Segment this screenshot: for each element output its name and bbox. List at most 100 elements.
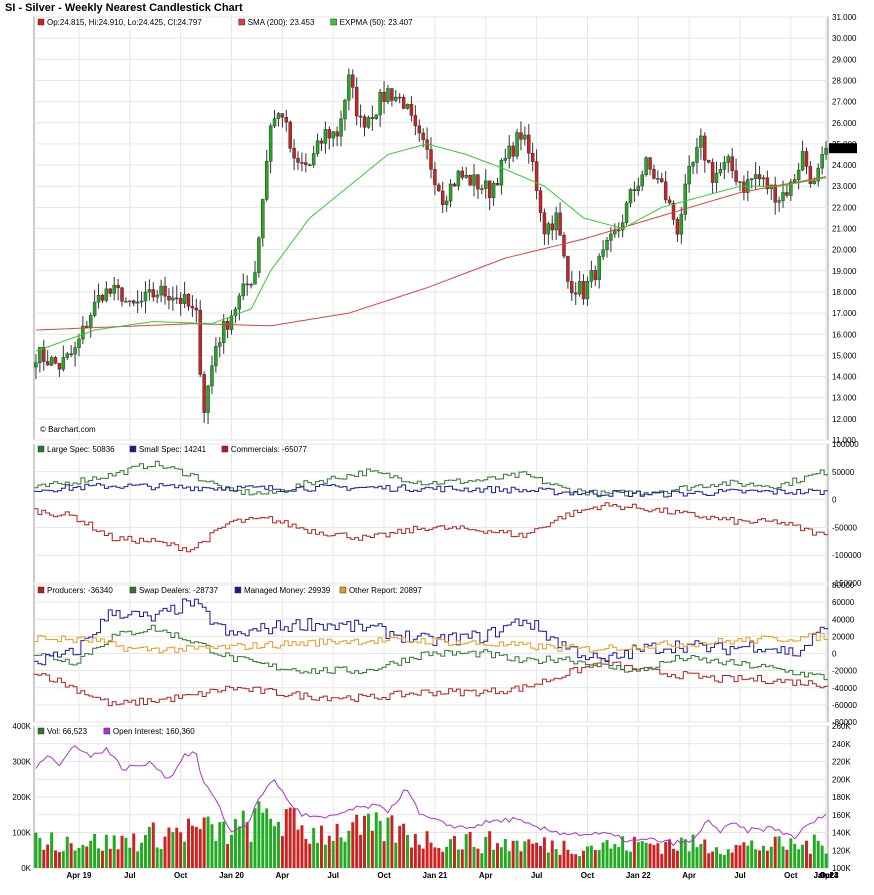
candle-body xyxy=(214,346,218,367)
volume-bar xyxy=(730,852,734,868)
candle-body xyxy=(178,297,183,304)
cot2-series-line xyxy=(34,624,828,681)
legend-entry: Other Report: 20897 xyxy=(349,586,422,595)
candle-body xyxy=(225,320,230,330)
volume-bar xyxy=(546,852,550,868)
candle-body xyxy=(382,91,386,102)
candle-body xyxy=(527,134,531,154)
volume-bar xyxy=(656,843,660,868)
volume-bar xyxy=(499,847,503,868)
volume-bar xyxy=(187,818,190,868)
candle-body xyxy=(812,180,817,184)
volume-bar xyxy=(386,817,390,868)
legend-swatch xyxy=(37,18,45,26)
volume-bar xyxy=(108,848,112,868)
candle-body xyxy=(706,159,711,163)
volume-bar xyxy=(769,846,773,868)
volume-bar xyxy=(566,849,570,868)
volume-bar xyxy=(57,851,61,868)
volume-bar xyxy=(175,827,179,868)
volume-bar xyxy=(679,837,683,868)
volume-bar xyxy=(722,854,726,868)
volume-bar xyxy=(61,851,65,868)
volume-bar xyxy=(38,837,42,868)
candle-body xyxy=(292,147,296,159)
candle-body xyxy=(628,189,633,204)
volume-bar xyxy=(472,846,476,868)
candle-body xyxy=(108,288,113,294)
watermark: © Barchart.com xyxy=(40,425,96,434)
price-y-tick: 13.000 xyxy=(832,394,857,403)
candle-body xyxy=(339,118,343,137)
candle-body xyxy=(124,300,128,303)
candle-body xyxy=(155,294,159,298)
candle-body xyxy=(272,118,277,127)
legend-swatch xyxy=(37,445,45,453)
volume-bar xyxy=(179,832,183,868)
candle-body xyxy=(460,170,465,178)
volume-bar xyxy=(214,840,218,868)
cot1-y-tick: -100000 xyxy=(832,551,862,560)
volume-bar xyxy=(632,836,636,868)
price-y-tick: 30.000 xyxy=(832,34,857,43)
volume-bar xyxy=(183,841,187,868)
candle-body xyxy=(296,157,300,163)
volume-bar xyxy=(85,846,89,868)
candle-body xyxy=(77,338,81,348)
volume-bar xyxy=(726,849,730,868)
volume-bar xyxy=(613,844,617,868)
candle-body xyxy=(722,162,727,170)
volume-bar xyxy=(808,853,812,868)
candle-body xyxy=(308,164,312,166)
volume-bar xyxy=(280,836,284,868)
x-tick-label: Jul xyxy=(531,871,543,880)
volume-bar xyxy=(402,823,406,868)
volume-bar xyxy=(296,829,300,868)
volume-bar xyxy=(300,825,304,868)
volume-bar xyxy=(359,834,363,868)
volume-bar xyxy=(441,851,445,868)
candle-body xyxy=(749,178,754,180)
candle-body xyxy=(362,116,367,128)
candle-body xyxy=(617,229,621,232)
candle-body xyxy=(515,132,519,157)
candle-body xyxy=(311,153,316,166)
candle-body xyxy=(61,357,66,370)
volume-bar xyxy=(515,840,519,868)
candle-body xyxy=(530,152,535,162)
volume-bar xyxy=(777,836,781,868)
candle-body xyxy=(190,306,195,309)
candle-body xyxy=(601,249,605,257)
price-y-tick: 28.000 xyxy=(832,76,857,85)
candle-body xyxy=(167,295,171,301)
cot2-series-line xyxy=(34,632,828,654)
candle-body xyxy=(323,129,328,144)
volume-bar xyxy=(120,835,124,868)
volume-bar xyxy=(54,850,57,868)
cot1-series-line xyxy=(34,483,828,498)
candle-body xyxy=(186,293,191,307)
volume-bar xyxy=(695,847,699,868)
x-tick-label: Apr xyxy=(275,871,289,880)
volume-bar xyxy=(675,850,679,868)
volume-bar xyxy=(398,825,402,868)
cot1-y-tick: 100000 xyxy=(832,440,859,449)
candle-body xyxy=(319,140,324,144)
volume-bar xyxy=(132,833,136,868)
volume-bar xyxy=(468,831,472,868)
candle-body xyxy=(175,297,179,300)
volume-bar xyxy=(750,840,754,868)
candle-body xyxy=(679,214,684,235)
cot1-series-line xyxy=(34,460,828,498)
candle-body xyxy=(495,182,500,186)
cot2-y-tick: -80000 xyxy=(832,718,857,727)
volume-bar xyxy=(519,851,523,868)
legend-entry: SMA (200): 23.453 xyxy=(248,18,315,27)
candle-body xyxy=(484,180,488,189)
candle-body xyxy=(816,167,820,182)
volume-bar xyxy=(652,844,656,868)
candle-body xyxy=(613,230,617,235)
volume-bar xyxy=(319,825,323,868)
volume-bar xyxy=(351,822,355,868)
volume-bar xyxy=(413,834,417,868)
